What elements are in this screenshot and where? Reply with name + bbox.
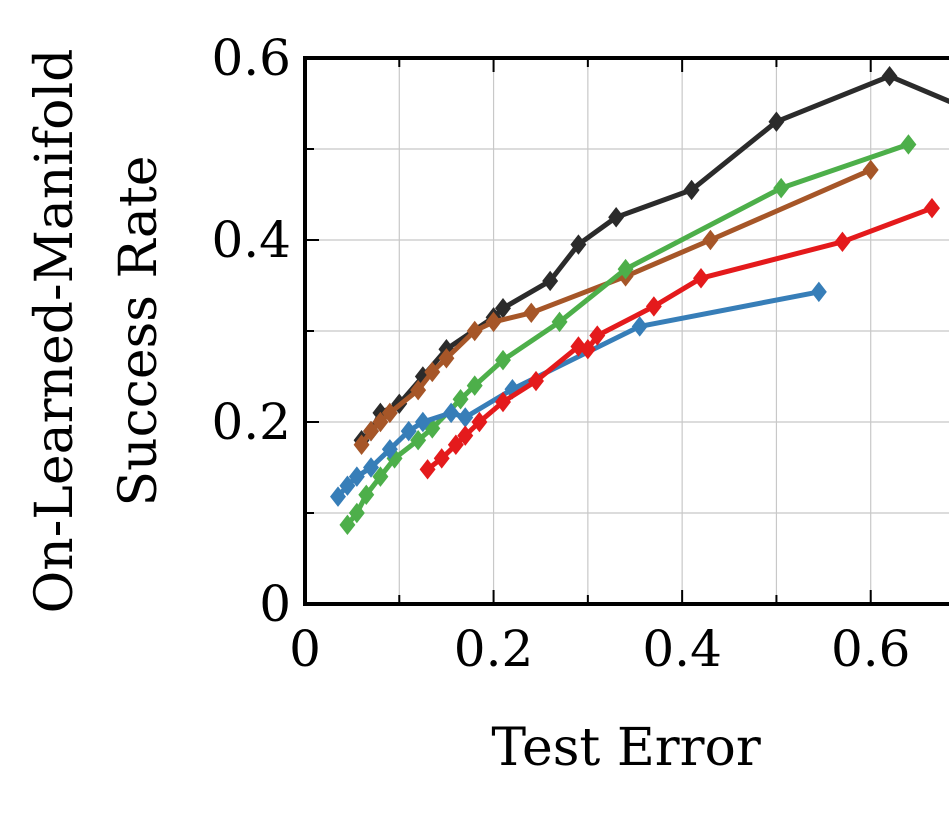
x-tick-label: 0 (289, 620, 321, 678)
y-tick-label: 0 (259, 575, 291, 633)
data-point-marker (589, 325, 606, 346)
series-5 (419, 197, 940, 480)
data-point-marker (400, 420, 417, 442)
data-point-marker (363, 420, 379, 442)
data-point-marker (924, 197, 940, 219)
data-point-marker (438, 348, 455, 369)
data-point-marker (471, 411, 488, 433)
data-point-marker (495, 349, 511, 371)
y-tick-label: 0.2 (211, 393, 291, 451)
data-point-marker (900, 134, 917, 155)
series-layer (330, 65, 949, 536)
axis-tick-labels: 0 0.2 0.4 0.6 0 0.2 0.4 0.6 (211, 29, 910, 678)
data-point-marker (495, 391, 511, 413)
data-point-marker (443, 402, 460, 424)
data-point-marker (551, 311, 568, 333)
data-point-marker (523, 302, 540, 324)
data-point-marker (339, 514, 356, 536)
data-point-marker (683, 179, 700, 201)
data-point-marker (768, 111, 785, 132)
data-point-marker (452, 389, 469, 410)
data-point-marker (881, 65, 898, 87)
data-point-marker (353, 434, 370, 455)
data-point-marker (433, 448, 450, 469)
y-tick-label: 0.4 (211, 211, 291, 269)
data-point-marker (358, 484, 375, 506)
data-point-marker (579, 338, 596, 360)
data-point-marker (834, 231, 851, 253)
data-point-marker (457, 425, 474, 446)
data-point-marker (348, 466, 365, 487)
axis-ticks (305, 58, 872, 604)
data-point-marker (631, 316, 648, 337)
x-tick-label: 0.4 (642, 620, 722, 678)
data-point-marker (617, 258, 634, 280)
data-point-marker (528, 370, 544, 392)
data-point-marker (693, 268, 709, 289)
y-axis-label: On-Learned-Manifold Success Rate (25, 49, 169, 614)
data-point-marker (410, 429, 427, 451)
data-point-marker (339, 475, 356, 496)
data-point-marker (363, 457, 379, 478)
data-point-marker (410, 379, 427, 401)
data-point-marker (570, 234, 587, 255)
y-tick-label: 0.6 (211, 29, 291, 87)
data-point-marker (608, 207, 625, 228)
x-tick-label: 0.6 (831, 620, 911, 678)
data-point-marker (372, 411, 389, 433)
series-line (359, 73, 949, 443)
data-point-marker (542, 270, 559, 292)
series-2 (353, 159, 879, 455)
data-point-marker (457, 407, 474, 428)
data-point-marker (381, 402, 398, 424)
data-point-marker (466, 375, 483, 396)
data-point-marker (419, 459, 436, 480)
data-point-marker (810, 281, 827, 303)
data-point-marker (466, 320, 483, 342)
data-point-marker (348, 502, 365, 524)
x-axis-label: Test Error (491, 718, 761, 778)
data-point-marker (372, 466, 389, 487)
data-point-marker (773, 177, 790, 199)
data-point-marker (330, 486, 346, 507)
y-axis-label-line-1: On-Learned-Manifold (25, 49, 85, 614)
data-point-marker (485, 311, 502, 333)
series-line (425, 205, 935, 472)
y-axis-label-line-2: Success Rate (109, 155, 169, 506)
data-point-marker (447, 434, 464, 455)
data-point-marker (424, 361, 441, 383)
data-point-marker (862, 159, 879, 181)
data-point-marker (381, 439, 398, 460)
data-point-marker (645, 296, 662, 317)
data-point-marker (702, 229, 719, 251)
data-point-marker (414, 411, 431, 433)
x-tick-label: 0.2 (454, 620, 534, 678)
